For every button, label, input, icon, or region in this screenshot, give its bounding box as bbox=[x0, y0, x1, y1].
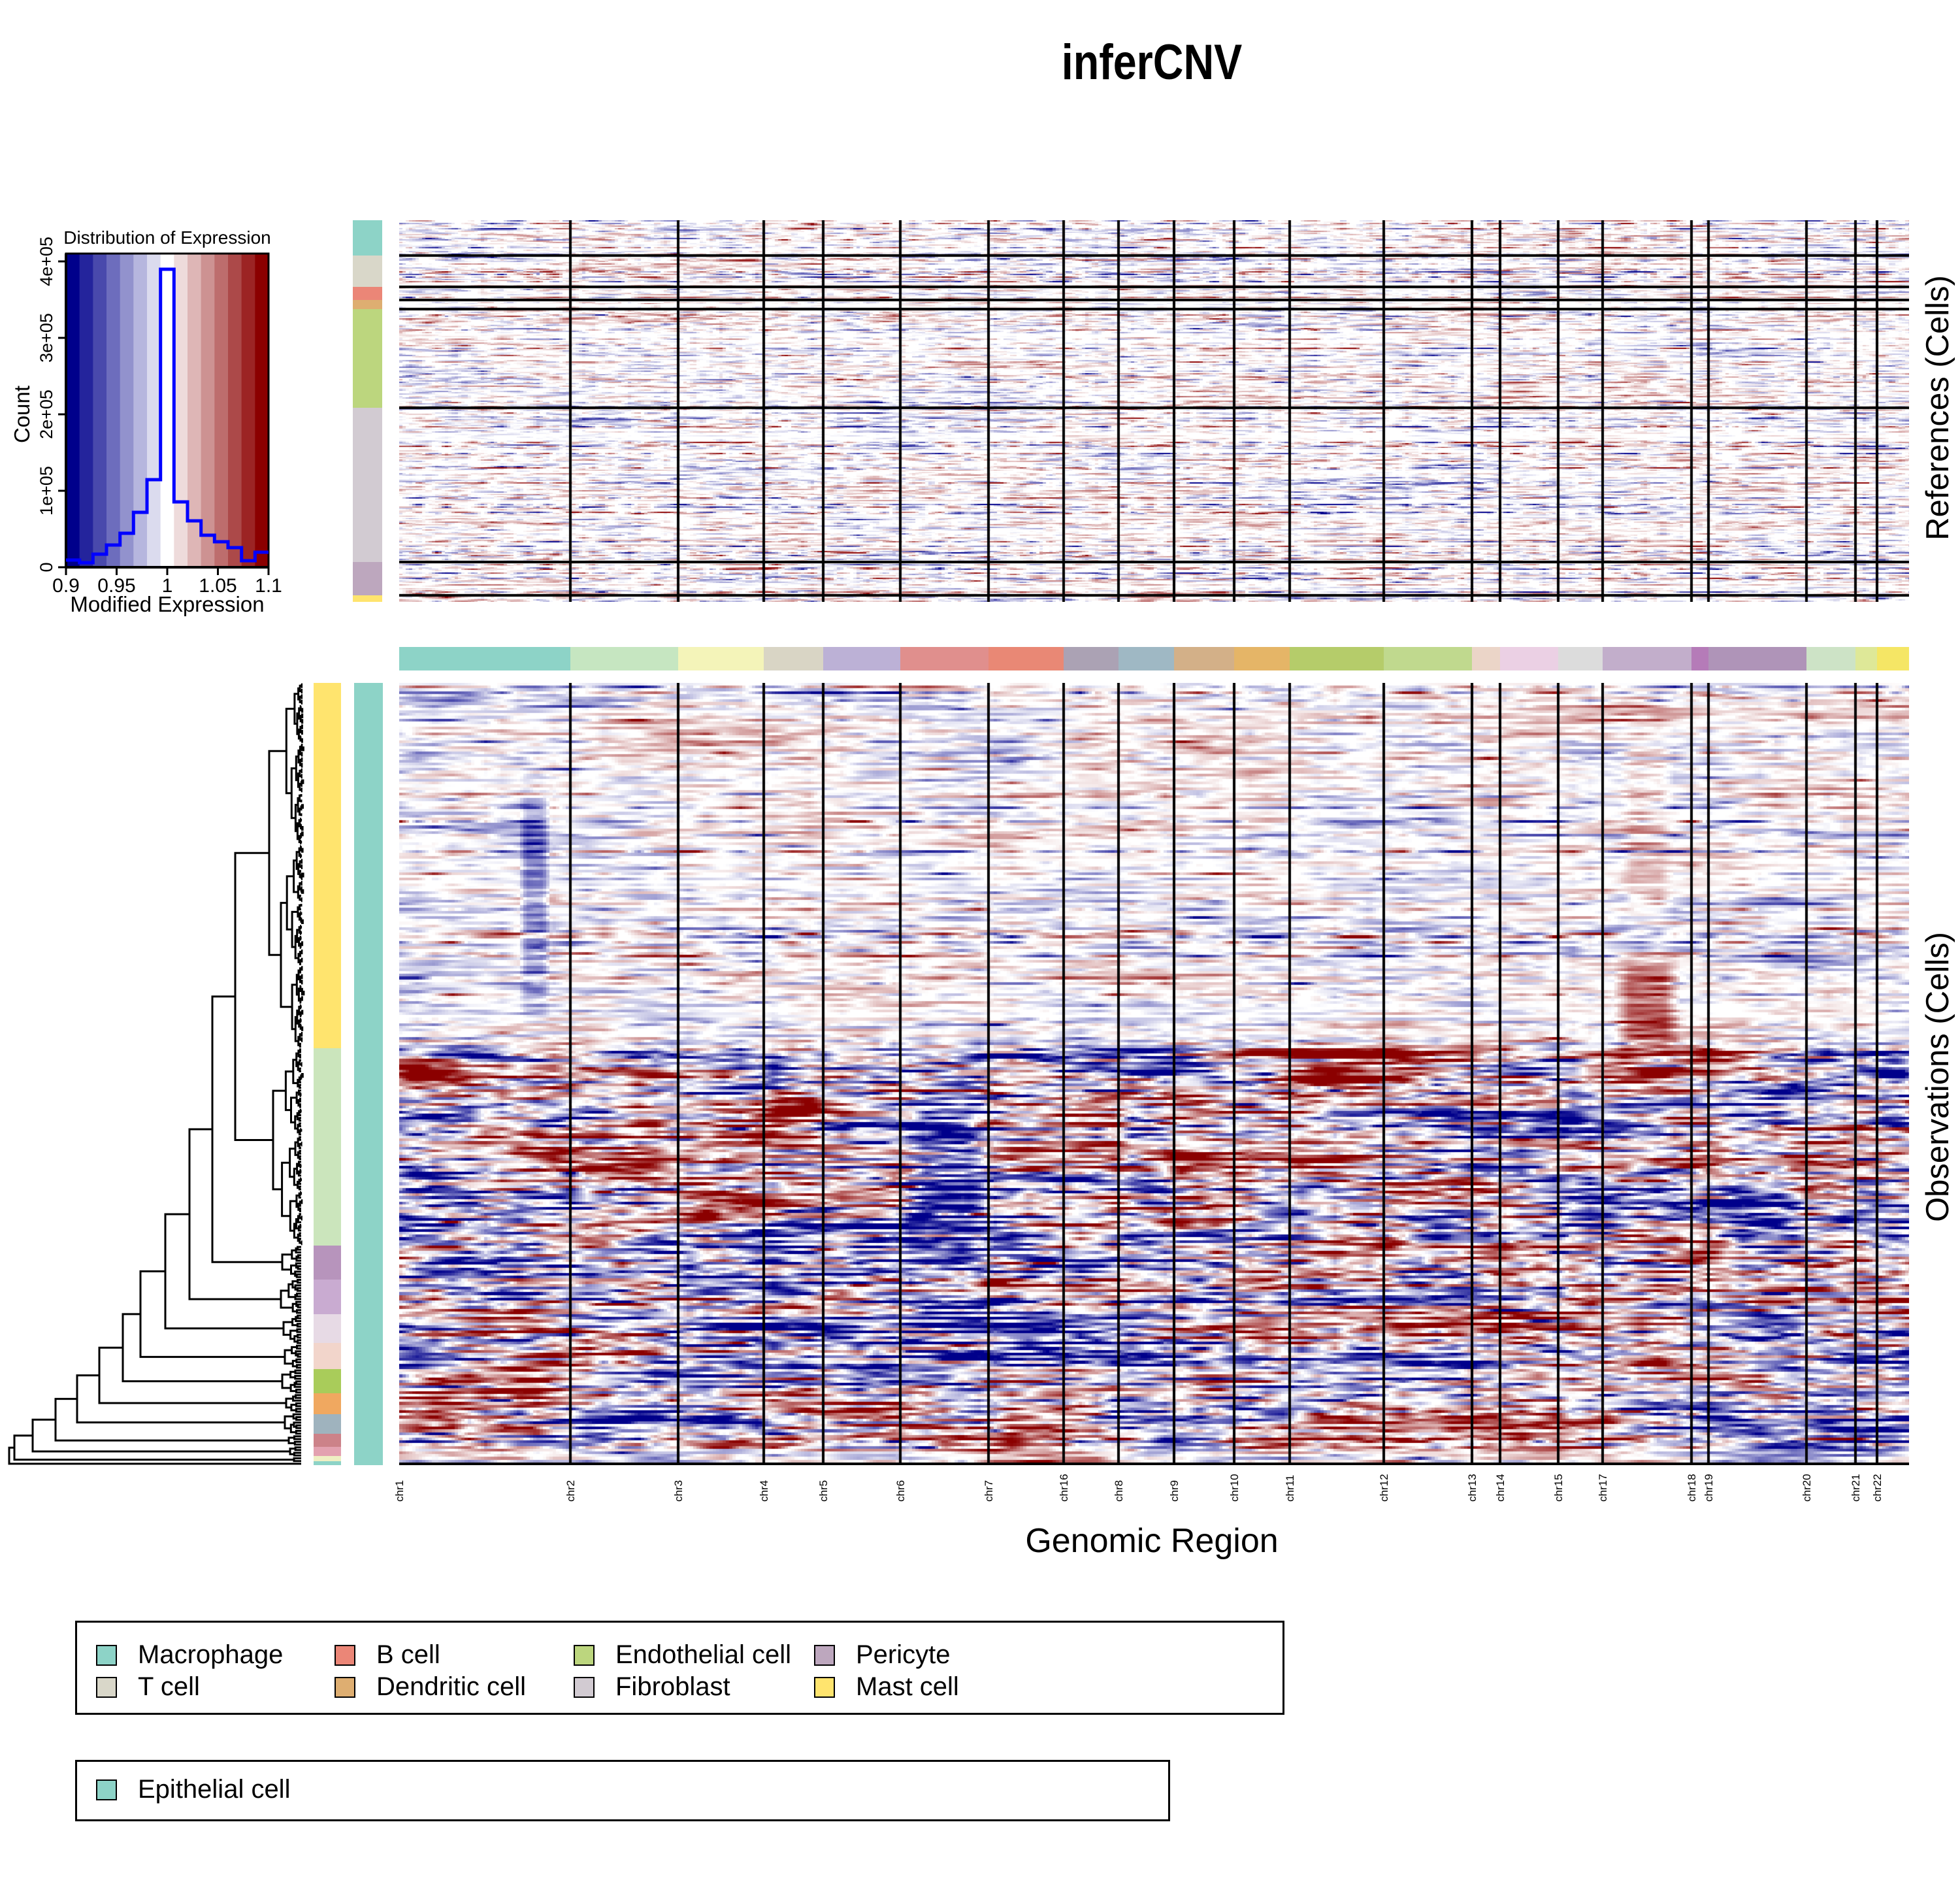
svg-text:1.05: 1.05 bbox=[199, 575, 237, 597]
svg-text:Count: Count bbox=[10, 386, 34, 443]
svg-text:Distribution of Expression: Distribution of Expression bbox=[63, 227, 270, 248]
svg-text:4e+05: 4e+05 bbox=[37, 237, 56, 286]
svg-text:1: 1 bbox=[162, 575, 173, 597]
svg-text:1.1: 1.1 bbox=[255, 575, 282, 597]
svg-text:Modified Expression: Modified Expression bbox=[70, 592, 264, 616]
svg-text:0.95: 0.95 bbox=[97, 575, 135, 597]
svg-text:0: 0 bbox=[37, 562, 56, 572]
svg-text:2e+05: 2e+05 bbox=[37, 389, 56, 439]
svg-text:1e+05: 1e+05 bbox=[37, 466, 56, 516]
svg-text:3e+05: 3e+05 bbox=[37, 313, 56, 363]
svg-text:0.9: 0.9 bbox=[52, 575, 80, 597]
